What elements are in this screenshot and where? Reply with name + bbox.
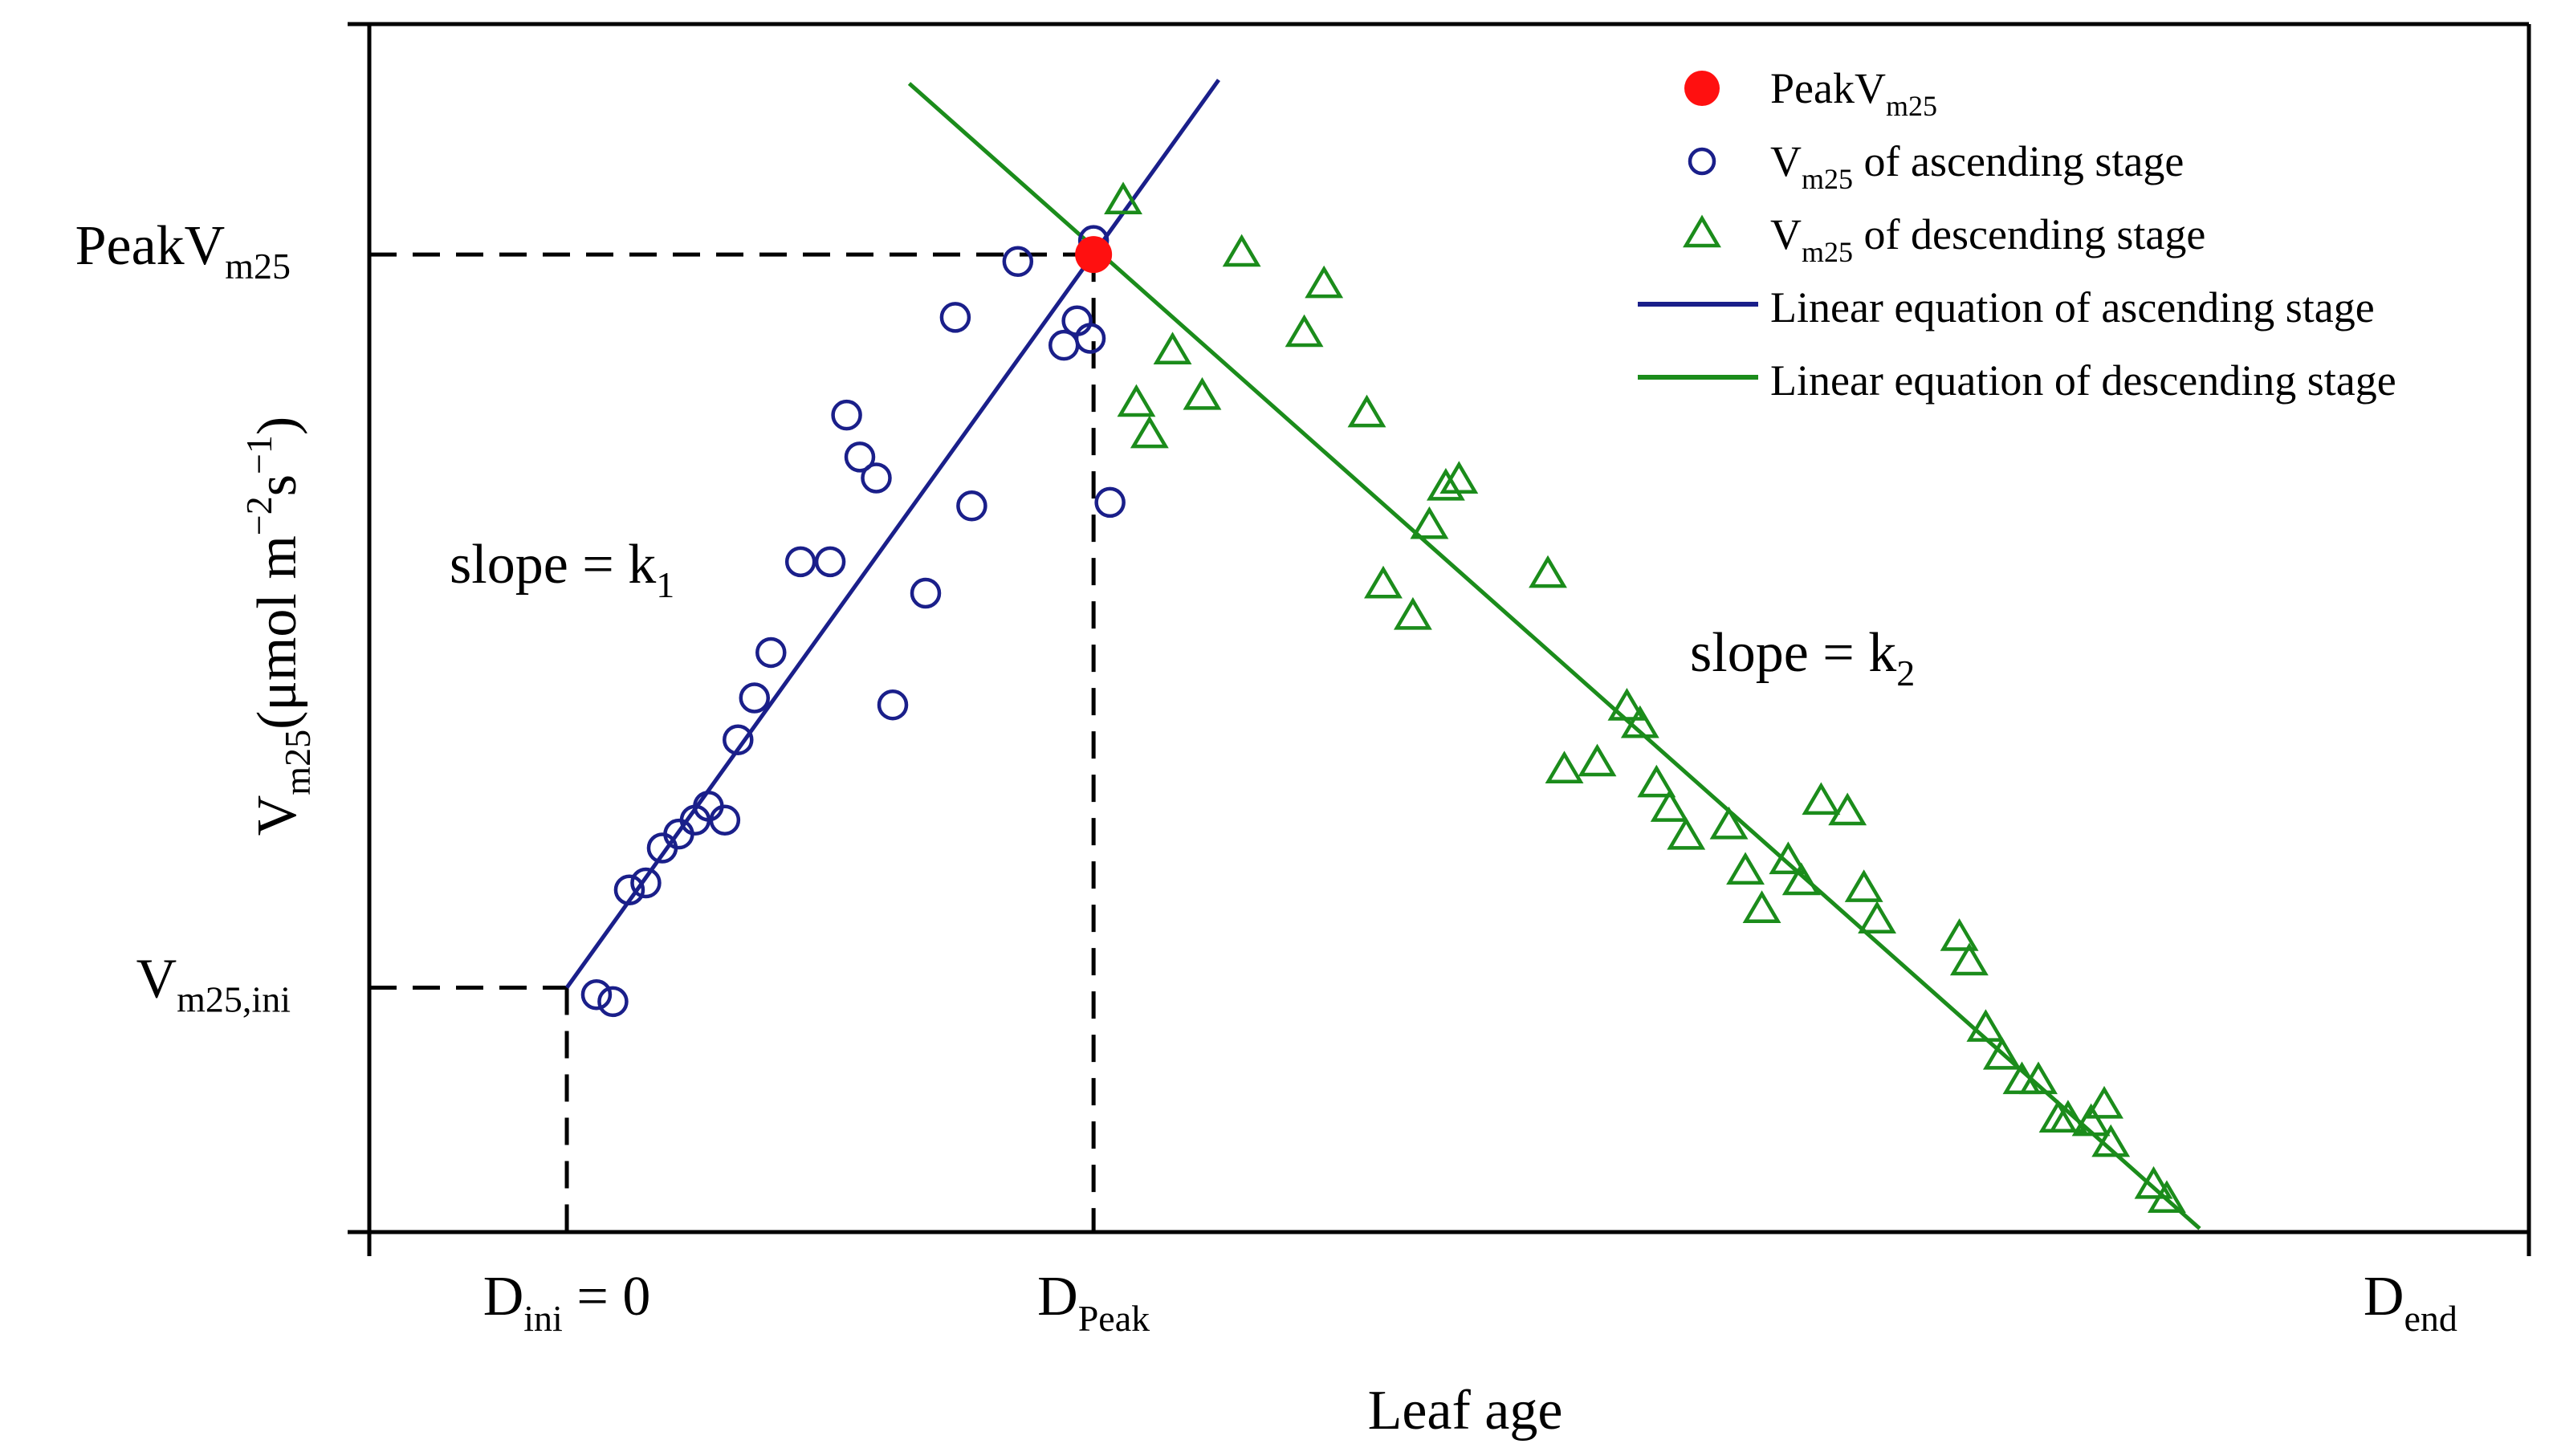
descending-point (1726, 852, 1765, 885)
legend-entry-label: Vm25 of descending stage (1770, 210, 2205, 268)
legend-entry-label: Vm25 of ascending stage (1770, 137, 2184, 195)
descending-point (1130, 415, 1169, 449)
descending-point (2091, 1124, 2131, 1157)
descending-point (2147, 1180, 2186, 1214)
legend-entry-label: Linear equation of ascending stage (1770, 283, 2375, 331)
data-points (580, 181, 2186, 1214)
x-tick-label: DPeak (1037, 1266, 1150, 1339)
descending-point (2134, 1165, 2173, 1199)
legend-entry-label: PeakVm25 (1770, 64, 1937, 122)
descending-point (1545, 750, 1584, 784)
y-axis-label: Vm25(μmol m−2s−1) (238, 417, 318, 836)
ascending-fit-line (565, 79, 1220, 989)
descending-point (1117, 384, 1156, 417)
descending-point (1982, 1036, 2022, 1070)
ascending-point (910, 577, 942, 609)
y-tick-label: PeakVm25 (75, 215, 291, 287)
ascending-point (877, 689, 909, 721)
legend: PeakVm25 Vm25 of ascending stage Vm25 of d… (1638, 64, 2396, 405)
ascending-point (1002, 246, 1034, 278)
guide-lines (369, 252, 1096, 1232)
legend-entry-label: Linear equation of descending stage (1770, 356, 2396, 405)
descending-point (1949, 942, 1989, 976)
descending-fit-line (907, 82, 2201, 1230)
fit-lines (565, 79, 2201, 1230)
descending-point (1781, 862, 1821, 896)
descending-point (1578, 743, 1617, 777)
y-axis-label-group: Vm25(μmol m−2s−1) (238, 417, 318, 836)
ascending-point (939, 302, 971, 333)
descending-point (2071, 1103, 2111, 1137)
ascending-point (739, 682, 771, 714)
descending-point (1858, 901, 1897, 934)
descending-point (1637, 764, 1676, 798)
descending-point (2085, 1085, 2123, 1119)
descending-point (1828, 792, 1867, 826)
descending-point (1667, 816, 1706, 850)
descending-point (1607, 688, 1647, 721)
descending-point (2048, 1100, 2087, 1133)
descending-point (1742, 890, 1781, 923)
descending-point (1285, 314, 1324, 348)
descending-point (1650, 789, 1689, 822)
ascending-point (831, 399, 862, 431)
descending-point (1410, 506, 1449, 539)
ascending-point (844, 441, 876, 473)
ascending-point (956, 490, 987, 522)
ascending-point (814, 546, 846, 578)
descending-point (1222, 234, 1261, 267)
ascending-point (580, 978, 613, 1011)
ascending-point (861, 462, 892, 494)
y-tick-label: Vm25,ini (136, 949, 291, 1020)
plot-frame (348, 22, 2531, 1256)
legend-peak-marker (1684, 71, 1720, 106)
ascending-point (1094, 486, 1126, 519)
slope-annotation: slope = k1 (450, 534, 674, 605)
descending-point (1802, 782, 1841, 815)
ascending-point (597, 986, 629, 1018)
peak-point (1075, 236, 1113, 274)
descending-point (1153, 331, 1192, 365)
descending-point (1940, 918, 1979, 951)
descending-point (1844, 869, 1883, 902)
legend-triangle-marker (1683, 214, 1721, 248)
ascending-point (723, 724, 754, 755)
descending-point (1439, 461, 1479, 494)
ascending-point (613, 874, 645, 905)
descending-point (1709, 806, 1749, 840)
descending-point (1529, 555, 1567, 588)
ascending-point (709, 804, 741, 836)
ascending-point (755, 636, 787, 669)
legend-circle-marker (1688, 147, 1716, 176)
ascending-point (1074, 323, 1106, 354)
ascending-point (784, 546, 816, 578)
descending-point (1305, 265, 1344, 299)
descending-point (1426, 467, 1465, 501)
x-tick-label: Dini = 0 (483, 1266, 651, 1339)
descending-point (1966, 1009, 2005, 1042)
descending-point (1183, 376, 1222, 410)
x-tick-label: Dend (2364, 1266, 2457, 1339)
chart-labels: Vm25,ini PeakVm25 Dini = 0 DPeak Dend Leaf ag… (75, 215, 2457, 1442)
ascending-point (630, 867, 662, 899)
ascending-point (1048, 329, 1080, 361)
descending-point (1393, 596, 1432, 630)
slope-annotation: slope = k2 (1690, 622, 1915, 693)
descending-point (1620, 705, 1659, 738)
x-axis-label: Leaf age (1368, 1380, 1563, 1442)
descending-point (1347, 394, 1386, 428)
descending-point (1364, 565, 1403, 599)
descending-point (2019, 1061, 2058, 1095)
descending-point (1769, 841, 1808, 875)
descending-point (1104, 181, 1142, 215)
